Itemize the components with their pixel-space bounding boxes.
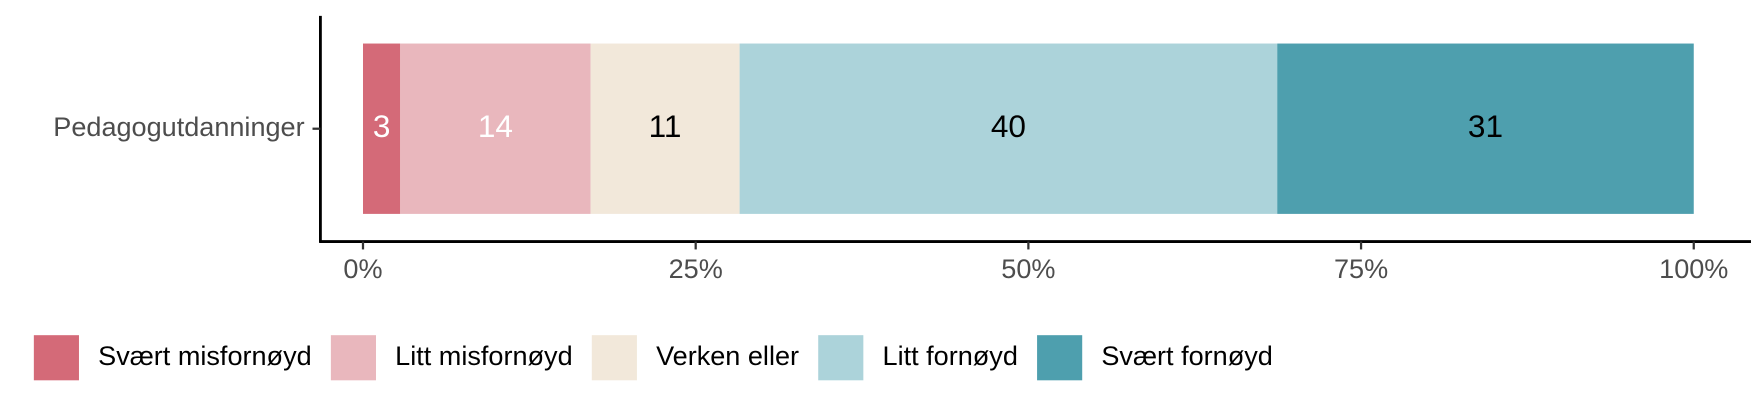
x-tick-label: 100% bbox=[1659, 253, 1728, 284]
legend-swatch bbox=[330, 335, 376, 381]
legend-swatch bbox=[591, 335, 637, 381]
x-tick-label: 75% bbox=[1334, 253, 1388, 284]
legend-label: Svært misfornøyd bbox=[98, 340, 312, 371]
legend-label: Svært fornøyd bbox=[1101, 340, 1272, 371]
bar-segment bbox=[362, 43, 401, 214]
value-label: 3 bbox=[373, 108, 391, 144]
legend-swatch bbox=[818, 335, 864, 381]
x-tick-label: 0% bbox=[343, 253, 382, 284]
legend-label: Litt fornøyd bbox=[883, 340, 1018, 371]
legend-label: Litt misfornøyd bbox=[395, 340, 572, 371]
legend-label: Verken eller bbox=[656, 340, 799, 371]
legend-swatch bbox=[1037, 335, 1083, 381]
bar-segment bbox=[400, 43, 591, 214]
x-tick-label: 25% bbox=[669, 253, 723, 284]
bar-segment bbox=[1277, 43, 1694, 214]
x-tick-label: 50% bbox=[1001, 253, 1055, 284]
value-label: 31 bbox=[1468, 108, 1503, 144]
bar-segment bbox=[739, 43, 1278, 214]
value-label: 40 bbox=[991, 108, 1026, 144]
y-tick-label: Pedagogutdanninger bbox=[53, 111, 304, 142]
bar-segment bbox=[590, 43, 740, 214]
legend-swatch bbox=[33, 335, 79, 381]
value-label: 11 bbox=[649, 108, 682, 144]
value-label: 14 bbox=[478, 108, 513, 144]
